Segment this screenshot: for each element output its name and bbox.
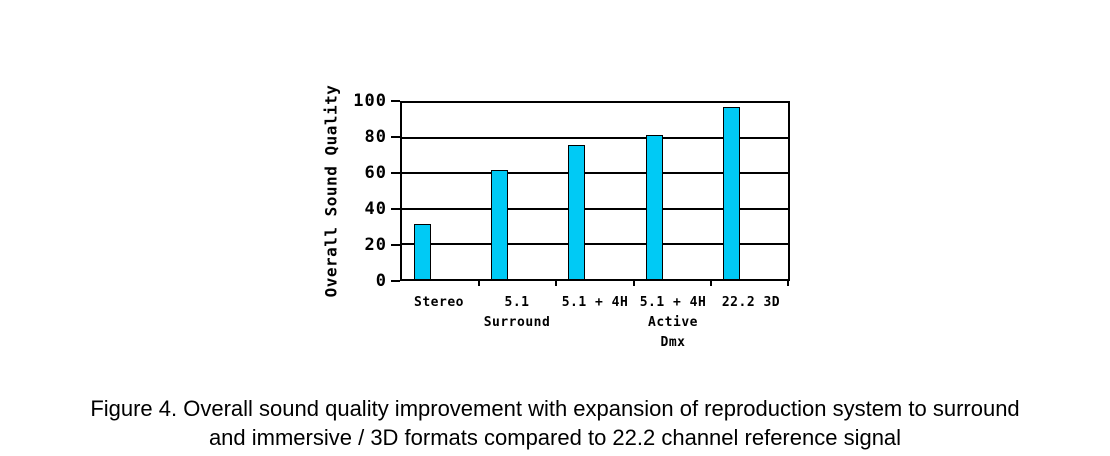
gridline [402, 172, 788, 175]
bar-2 [491, 169, 509, 279]
bar-slot [402, 103, 479, 279]
y-tick-label: 80 [364, 127, 387, 147]
y-tick-label: 40 [364, 199, 387, 219]
y-tick-mark [391, 136, 400, 138]
y-tick: 80 [365, 127, 400, 147]
x-tick-label: Stereo [414, 295, 464, 310]
y-tick: 40 [365, 199, 400, 219]
bar-slot [711, 103, 788, 279]
y-tick: 100 [353, 91, 400, 111]
y-tick-label: 0 [375, 271, 387, 291]
y-tick: 60 [365, 163, 400, 183]
bar-slot [479, 103, 556, 279]
y-tick-mark [391, 280, 400, 282]
gridline [402, 242, 788, 245]
figure-caption-line1: Figure 4. Overall sound quality improvem… [90, 396, 1020, 421]
y-axis: 0 20 40 60 80 100 [300, 91, 400, 291]
bar-slot [556, 103, 633, 279]
x-axis-tick [632, 279, 635, 286]
y-tick-mark [391, 172, 400, 174]
x-axis-tick [787, 279, 789, 286]
bar-1 [414, 224, 431, 279]
x-axis-tick [709, 279, 712, 286]
y-tick-mark [391, 244, 400, 246]
bar-3 [568, 145, 586, 279]
y-tick: 0 [376, 271, 400, 291]
x-tick-label: 5.1 + 4H Active Dmx [639, 295, 707, 350]
y-tick-label: 100 [353, 91, 387, 111]
plot-area [400, 101, 790, 286]
gridline [402, 207, 788, 210]
y-tick-label: 60 [364, 163, 387, 183]
x-axis-tick [478, 279, 481, 286]
bar-5 [722, 106, 740, 279]
y-tick-mark [391, 100, 400, 102]
gridline [402, 137, 788, 140]
bar-slot [634, 103, 711, 279]
x-tick-label: 5.1 Surround [483, 295, 551, 330]
figure-caption-line2: and immersive / 3D formats compared to 2… [208, 425, 902, 450]
y-tick: 20 [365, 235, 400, 255]
bar-4 [645, 134, 663, 279]
x-axis-labels: Stereo 5.1 Surround 5.1 + 4H 5.1 + 4H Activ… [400, 293, 790, 353]
y-tick-mark [391, 208, 400, 210]
bars [402, 103, 788, 279]
figure-caption: Figure 4. Overall sound quality improvem… [0, 394, 1110, 452]
x-tick-label: 5.1 + 4H [561, 295, 629, 310]
x-axis-tick [555, 279, 558, 286]
x-tick-label: 22.2 3D [721, 295, 781, 310]
y-tick-label: 20 [364, 235, 387, 255]
